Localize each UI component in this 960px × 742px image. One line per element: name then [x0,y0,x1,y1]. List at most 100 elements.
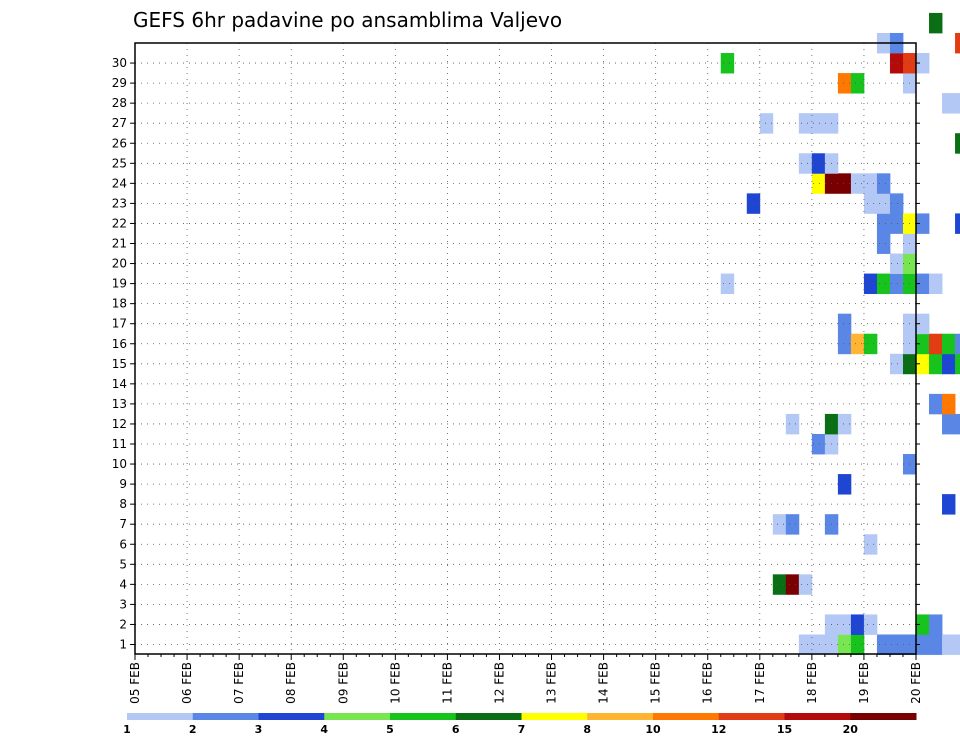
colorbar-label: 5 [386,723,394,736]
x-tick-label: 20 FEB [909,662,923,704]
y-tick-label: 26 [112,136,127,150]
heat-cell [785,514,800,535]
y-tick-label: 2 [119,617,127,631]
x-tick-label: 14 FEB [597,662,611,704]
heat-cell [889,634,904,655]
heat-cell [942,333,956,355]
cells-layer [720,12,960,655]
y-tick-label: 4 [119,577,127,591]
heat-cell [955,333,960,355]
heat-cell [929,12,943,34]
colorbar-label: 3 [255,723,263,736]
heat-cell [837,413,852,435]
x-tick-label: 11 FEB [440,662,454,704]
y-tick-label: 22 [112,216,127,230]
heat-cell [955,353,960,375]
heat-cell [811,173,826,194]
heat-cell [889,353,904,375]
y-tick-label: 20 [112,257,127,271]
y-axis: 1234567891011121314151617181920212223242… [112,56,920,652]
y-tick-label: 7 [119,517,127,531]
y-tick-label: 27 [112,116,127,130]
y-tick-label: 5 [119,557,127,571]
heat-cell [876,173,891,194]
heat-cell [863,534,878,555]
y-tick-label: 24 [112,176,127,190]
colorbar-swatch [455,713,522,720]
heat-cell [876,233,891,254]
y-tick-label: 18 [112,297,127,311]
heat-cell [772,514,787,535]
heat-cell [916,53,930,74]
heat-cell [955,93,960,114]
colorbar-swatch [718,713,785,720]
y-tick-label: 21 [112,237,127,251]
y-tick-label: 11 [112,437,127,451]
colorbar-label: 12 [711,723,726,736]
heat-cell [929,333,943,355]
heat-cell [929,393,943,415]
y-tick-label: 17 [112,317,127,331]
heat-cell [929,634,943,655]
y-tick-label: 9 [119,477,127,491]
heat-cell [942,393,956,415]
heat-cell [863,614,878,635]
grid-layer [135,43,916,654]
heat-cell [929,614,943,635]
colorbar-label: 20 [843,723,859,736]
colorbar-label: 2 [189,723,197,736]
heat-cell [955,213,960,234]
heat-cell [942,634,956,655]
x-tick-label: 09 FEB [336,662,350,704]
heat-cell [942,413,956,435]
heat-cell [889,193,904,214]
heat-cell [811,433,826,455]
heat-cell [889,253,904,274]
heat-cell [798,113,813,134]
y-tick-label: 19 [112,277,127,291]
colorbar-label: 6 [452,723,460,736]
colorbar-swatch [587,713,654,720]
colorbar-swatch [784,713,851,720]
colorbar-label: 15 [777,723,792,736]
heat-cell [863,173,878,194]
heat-cell [942,93,956,114]
x-tick-label: 12 FEB [492,662,506,704]
heat-cell [720,53,735,74]
heat-cell [876,634,891,655]
x-tick-label: 13 FEB [545,662,559,704]
heat-cell [916,333,930,355]
heat-cell [798,153,813,174]
x-tick-label: 07 FEB [232,662,246,704]
x-tick-label: 18 FEB [805,662,819,704]
colorbar-label: 1 [123,723,131,736]
heat-cell [916,273,930,295]
heat-cell [837,634,852,655]
colorbar-swatch [521,713,588,720]
heat-cell [772,574,787,595]
plot-frame [134,42,917,655]
heat-cell [916,634,930,655]
heat-cell [785,574,800,595]
heat-cell [929,353,943,375]
colorbar-label: 8 [583,723,591,736]
colorbar-label: 4 [320,723,328,736]
heat-cell [837,614,852,635]
heat-cell [837,474,852,495]
y-tick-label: 12 [112,417,127,431]
heat-cell [837,73,852,94]
y-tick-label: 23 [112,196,127,210]
heat-cell [916,313,930,335]
x-tick-label: 19 FEB [857,662,871,704]
y-tick-label: 16 [112,337,127,351]
colorbar-swatch [192,713,259,720]
heat-cell [811,153,826,174]
x-tick-label: 05 FEB [128,662,142,704]
heat-cell [811,113,826,134]
x-axis: 05 FEB 06 FEB 07 FEB 08 FEB 09 FEB 10 FEB 11 F… [128,654,923,704]
heat-cell [876,193,891,214]
heat-cell [955,634,960,655]
colorbar-swatch [324,713,391,720]
heat-cell [916,614,930,635]
